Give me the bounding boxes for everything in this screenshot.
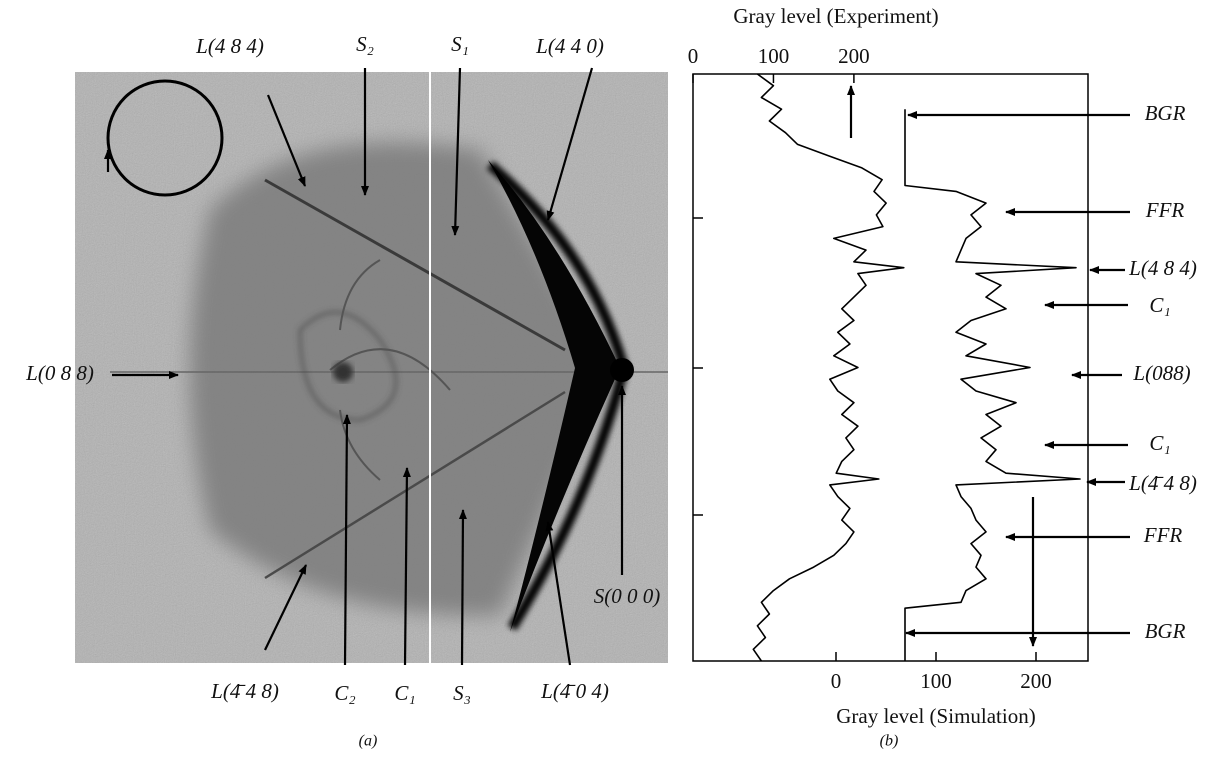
x-tick-label: 200 <box>1020 669 1052 693</box>
annotation-label: S₃ <box>453 681 471 705</box>
annotation-label: FFR <box>1143 523 1183 547</box>
profile-line <box>905 109 1080 661</box>
panel-b-ticks <box>693 218 703 515</box>
annotation-label: BGR <box>1145 619 1186 643</box>
annotation-label: C₂ <box>334 681 355 705</box>
x-tick-label: 0 <box>831 669 842 693</box>
annotation-label: L(4 8 4) <box>1128 256 1197 280</box>
caption-b: (b) <box>880 733 899 750</box>
annotation-label: C₁ <box>394 681 415 705</box>
annotation-label: C₁ <box>1149 431 1170 455</box>
x2-axis-title: Gray level (Experiment) <box>733 4 938 28</box>
annotation-label: L(4̄ 0 4) <box>540 679 609 703</box>
annotation-label: C₁ <box>1149 293 1170 317</box>
x-tick-label: 100 <box>920 669 952 693</box>
annotation-label: L(4̄ 4 8) <box>210 679 279 703</box>
annotation-label: BGR <box>1145 101 1186 125</box>
x2-tick-label: 0 <box>688 44 699 68</box>
x2-tick-label: 100 <box>758 44 790 68</box>
annotation-label: S₂ <box>356 32 374 56</box>
profile-line <box>753 74 904 661</box>
annotation-label: S₁ <box>451 32 469 56</box>
figure: (a) (b) Gray level (Experiment) Gray lev… <box>0 0 1224 758</box>
diffraction-image <box>75 72 668 663</box>
annotation-label: L(4 8 4) <box>195 34 264 58</box>
annotation-label: L(4̄ 4 8) <box>1128 471 1197 495</box>
x-axis-title: Gray level (Simulation) <box>836 704 1035 728</box>
caption-a: (a) <box>359 733 378 750</box>
annotation-label: L(088) <box>1132 361 1190 385</box>
annotation-label: L(0 8 8) <box>25 361 94 385</box>
annotation-label: L(4 4 0) <box>535 34 604 58</box>
annotation-label: FFR <box>1145 198 1185 222</box>
annotation-label: S(0 0 0) <box>594 584 661 608</box>
x2-tick-label: 200 <box>838 44 870 68</box>
